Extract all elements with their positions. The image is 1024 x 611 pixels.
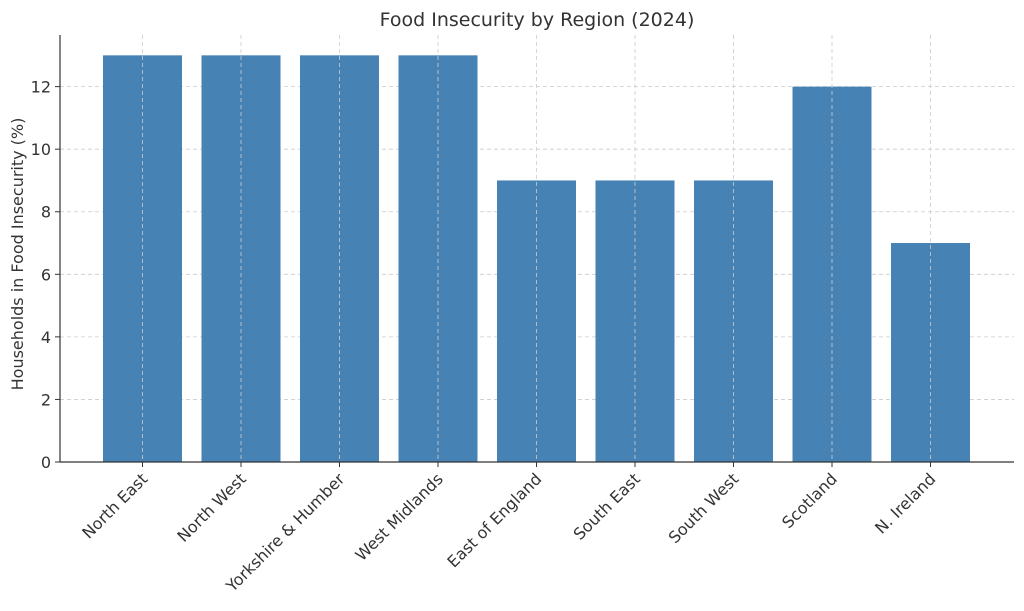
y-ticks: 0 2 4 6 8 10 12	[31, 78, 60, 472]
x-tick-label: East of England	[443, 469, 545, 571]
y-tick-label: 4	[41, 328, 51, 347]
y-tick-label: 6	[41, 265, 51, 284]
bar	[595, 180, 675, 462]
x-tick-label: N. Ireland	[871, 469, 939, 537]
bar	[694, 180, 773, 462]
y-tick-label: 12	[31, 78, 51, 97]
y-tick-label: 8	[41, 203, 51, 222]
x-tick-label: South East	[570, 469, 644, 543]
chart-title: Food Insecurity by Region (2024)	[380, 9, 695, 31]
bar	[497, 180, 576, 462]
x-tick-label: North West	[173, 469, 249, 545]
x-tick-label: North East	[78, 469, 151, 542]
y-tick-label: 0	[41, 453, 51, 472]
x-tick-label: West Midlands	[352, 469, 447, 564]
vertical-grid	[142, 35, 931, 462]
x-tick-label: Scotland	[778, 469, 841, 532]
y-tick-label: 10	[31, 140, 51, 159]
y-axis-label: Households in Food Insecurity (%)	[8, 118, 27, 391]
y-tick-label: 2	[41, 390, 51, 409]
x-tick-label: South West	[665, 469, 743, 547]
